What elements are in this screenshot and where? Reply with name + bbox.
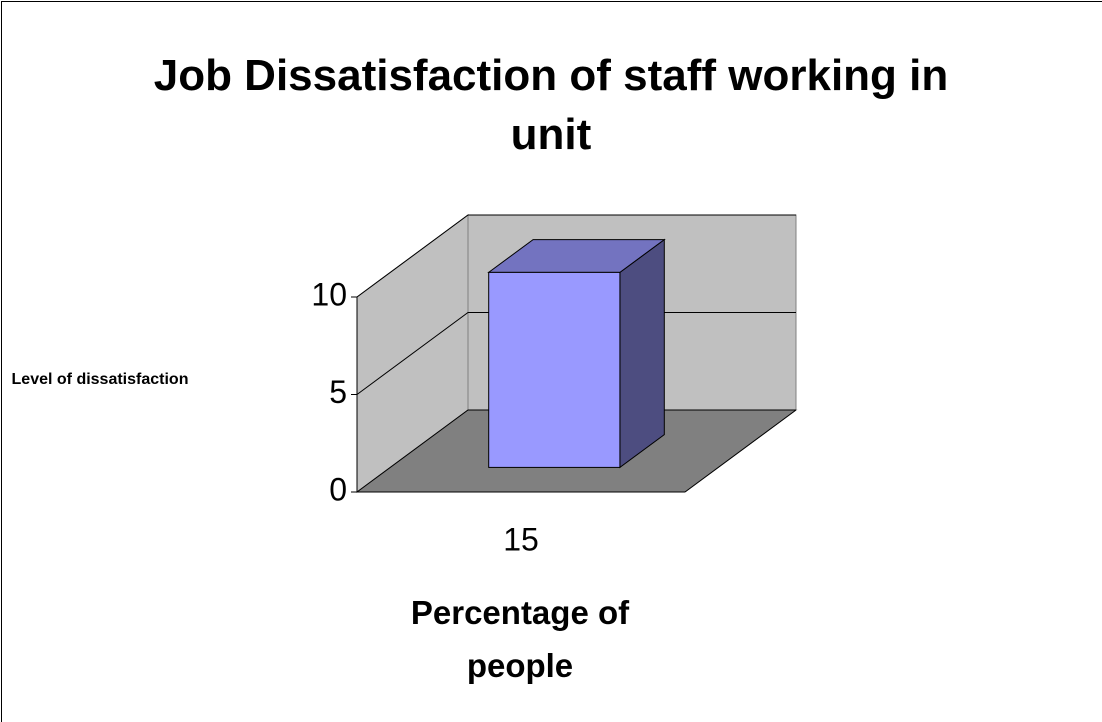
x-axis-depth	[684, 409, 797, 493]
grid-line	[356, 409, 796, 493]
chart-title: Job Dissatisfaction of staff working in …	[153, 51, 949, 159]
grid-line	[356, 214, 796, 298]
y-tick-label: 5	[329, 374, 347, 410]
bar-side	[619, 238, 665, 469]
x-tick-label: 15	[503, 521, 539, 557]
y-axis-label: Level of dissatisfaction	[11, 371, 189, 388]
grid-line	[356, 312, 796, 395]
y-tick-label: 10	[311, 276, 347, 312]
bar	[488, 271, 621, 468]
x-axis-label: Percentage of people	[410, 594, 630, 684]
y-tick-label: 0	[329, 471, 347, 507]
